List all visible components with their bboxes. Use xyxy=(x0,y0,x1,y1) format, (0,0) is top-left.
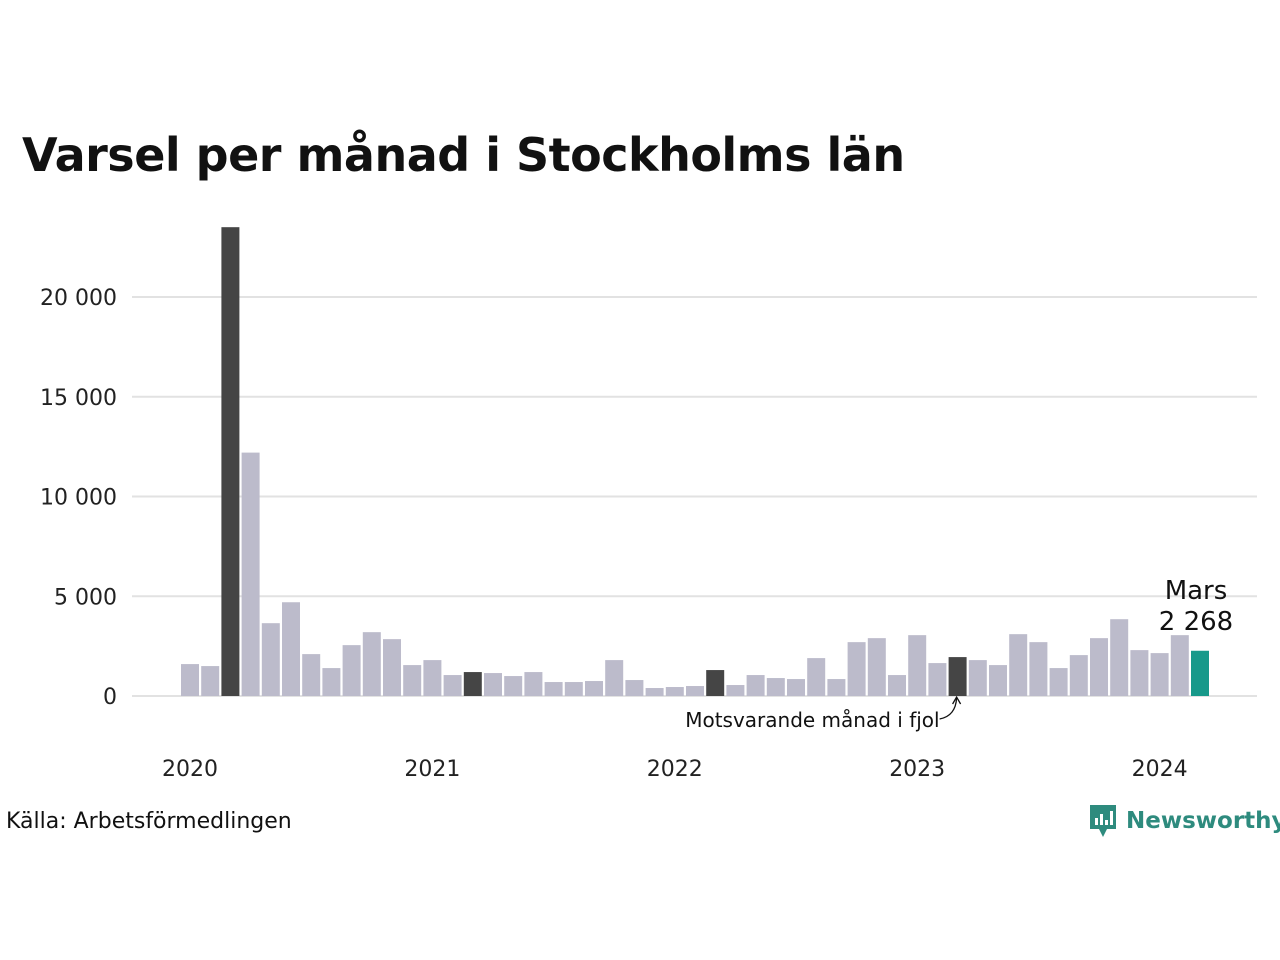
bar xyxy=(302,654,321,696)
y-tick-label: 10 000 xyxy=(40,486,117,511)
bar xyxy=(585,681,603,696)
bar xyxy=(766,678,785,696)
bar xyxy=(1029,642,1048,696)
bar-current-month xyxy=(1191,650,1209,696)
y-axis-ticks: 0 5 000 10 000 15 000 20 000 xyxy=(40,286,117,710)
bar-same-month-previous-year xyxy=(221,227,240,697)
bar xyxy=(1130,650,1149,696)
bar xyxy=(524,672,543,696)
bar xyxy=(968,660,987,696)
x-axis-ticks: 2020 2021 2022 2023 2024 xyxy=(162,757,1188,782)
bar xyxy=(625,680,644,696)
y-tick-label: 20 000 xyxy=(40,286,117,311)
bar xyxy=(1170,635,1189,696)
brand-logo: Newsworthy xyxy=(1088,803,1280,839)
bar xyxy=(645,688,664,696)
bar xyxy=(847,642,866,696)
bar-same-month-previous-year xyxy=(948,657,967,696)
bar xyxy=(726,685,745,696)
x-tick-label: 2020 xyxy=(162,757,218,782)
bars xyxy=(181,227,1209,697)
bar xyxy=(383,639,401,696)
note-arrow xyxy=(939,697,958,720)
bar xyxy=(1069,655,1088,696)
x-tick-label: 2024 xyxy=(1132,757,1188,782)
current-month-label: Mars xyxy=(1165,576,1228,606)
bar xyxy=(261,623,280,696)
y-tick-label: 15 000 xyxy=(40,386,117,411)
bar xyxy=(1150,653,1169,696)
bar xyxy=(867,638,886,696)
y-tick-label: 0 xyxy=(103,685,117,710)
bar xyxy=(787,679,805,696)
bar-same-month-previous-year xyxy=(463,672,482,696)
bar xyxy=(665,687,684,696)
bar xyxy=(564,682,583,696)
bar xyxy=(1090,638,1108,696)
bar xyxy=(342,645,361,696)
bar xyxy=(605,660,624,696)
bar xyxy=(443,675,462,696)
bar xyxy=(181,664,199,696)
newsworthy-logo-icon xyxy=(1090,805,1116,837)
bar xyxy=(928,663,947,696)
note-arrowhead xyxy=(952,695,962,705)
x-tick-label: 2023 xyxy=(889,757,945,782)
bar xyxy=(362,632,381,696)
bar xyxy=(888,675,906,696)
bar xyxy=(1110,619,1129,696)
current-value-label: 2 268 xyxy=(1159,607,1233,637)
y-tick-label: 5 000 xyxy=(54,585,117,610)
bar xyxy=(1009,634,1028,696)
x-tick-label: 2021 xyxy=(404,757,460,782)
annotations: Mars 2 268 Motsvarande månad i fjol xyxy=(685,576,1233,732)
bar xyxy=(423,660,442,696)
bar xyxy=(827,679,846,696)
bar-same-month-previous-year xyxy=(706,670,725,696)
bar xyxy=(403,665,422,696)
bar xyxy=(484,673,502,696)
previous-year-note: Motsvarande månad i fjol xyxy=(685,708,939,732)
bar xyxy=(201,666,220,696)
brand-name: Newsworthy xyxy=(1126,808,1280,834)
chart-title: Varsel per månad i Stockholms län xyxy=(22,128,905,182)
source-text: Källa: Arbetsförmedlingen xyxy=(6,809,292,834)
bar xyxy=(989,665,1007,696)
bar xyxy=(282,602,300,696)
bar xyxy=(322,668,341,696)
bar xyxy=(908,635,927,696)
bar xyxy=(1049,668,1068,696)
gridlines xyxy=(132,296,1257,697)
bar xyxy=(241,452,260,696)
bar xyxy=(746,675,765,696)
bar xyxy=(686,686,704,696)
bar xyxy=(544,682,563,696)
bar xyxy=(807,658,826,696)
x-tick-label: 2022 xyxy=(647,757,703,782)
bar xyxy=(504,676,523,696)
